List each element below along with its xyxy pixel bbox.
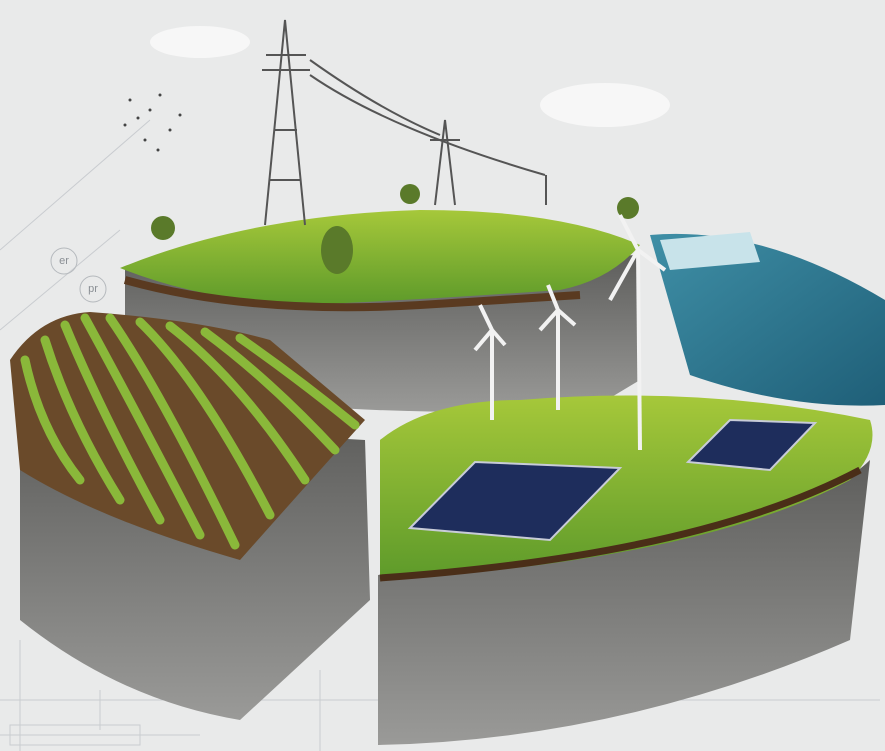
cloud bbox=[540, 83, 670, 127]
wind-turbines bbox=[473, 214, 667, 451]
solar-panel bbox=[685, 418, 818, 472]
rock-side bbox=[378, 460, 870, 745]
field bbox=[10, 312, 365, 560]
label: pr bbox=[88, 283, 98, 295]
label-circle bbox=[50, 247, 78, 275]
dam bbox=[660, 232, 760, 270]
cloud bbox=[150, 26, 250, 58]
soil bbox=[123, 276, 581, 312]
grass-top bbox=[120, 210, 640, 305]
water bbox=[650, 233, 885, 406]
crop-rows bbox=[20, 313, 360, 550]
label: er bbox=[59, 255, 69, 267]
solar-panel bbox=[407, 460, 623, 542]
power-towers bbox=[262, 19, 547, 226]
trees bbox=[151, 184, 639, 274]
birds bbox=[123, 93, 182, 152]
soil bbox=[379, 466, 862, 582]
label-circle bbox=[79, 275, 107, 303]
